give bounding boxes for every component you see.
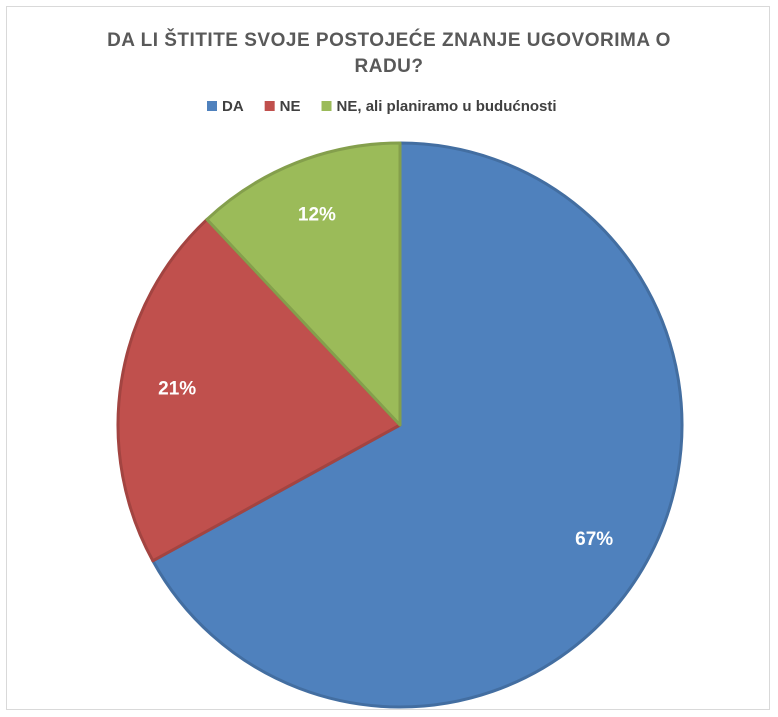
chart-frame bbox=[6, 6, 770, 710]
data-label: 21% bbox=[158, 379, 196, 400]
pie-slice bbox=[116, 217, 402, 563]
legend-label: DA bbox=[222, 98, 244, 115]
legend-label: NE, ali planiramo u budućnosti bbox=[337, 98, 557, 115]
pie-slice bbox=[205, 141, 402, 427]
data-label: 67% bbox=[575, 529, 613, 550]
legend-marker bbox=[207, 101, 217, 111]
chart-title: DA LI ŠTITITE SVOJE POSTOJEĆE ZNANJE UGO… bbox=[107, 30, 671, 77]
legend-label: NE bbox=[280, 98, 301, 115]
data-label: 12% bbox=[298, 204, 336, 225]
legend-marker bbox=[321, 101, 332, 111]
legend-marker bbox=[264, 101, 275, 111]
pie-slice bbox=[151, 141, 684, 709]
